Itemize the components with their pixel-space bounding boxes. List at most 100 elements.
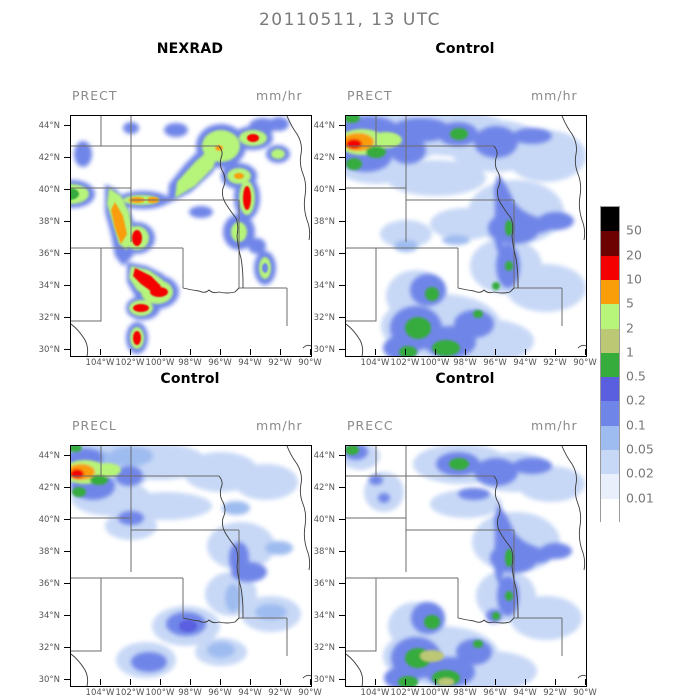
map-svg-bottom-right [346, 446, 586, 686]
state-boundaries [346, 446, 563, 656]
lat-tick-label: 30°N [313, 345, 335, 355]
colorbar[interactable] [600, 206, 620, 524]
lon-tick-label: 104°W [85, 358, 115, 368]
colorbar-band [601, 450, 619, 475]
coastline-rivers [346, 116, 586, 356]
panel-title-bottom-right: Control [435, 371, 495, 387]
lon-tick-label: 96°W [483, 358, 507, 368]
lon-tick-label: 102°W [390, 688, 420, 698]
lon-tick-label: 94°W [513, 358, 537, 368]
lat-tick-label: 44°N [313, 121, 335, 131]
colorbar-tick-label: 1 [626, 344, 634, 360]
lat-tick-label: 40°N [313, 515, 335, 525]
lat-tick-label: 42°N [38, 483, 60, 493]
colorbar-band [601, 231, 619, 257]
lon-tick-label: 100°W [420, 358, 450, 368]
lon-tick-label: 102°W [115, 688, 145, 698]
coastline-rivers [346, 446, 586, 686]
coastline-rivers [71, 116, 311, 356]
map-plot-bottom-right[interactable] [345, 445, 587, 687]
lat-tick-label: 38°N [313, 547, 335, 557]
colorbar-tick-label: 20 [626, 247, 642, 263]
colorbar-band [601, 207, 619, 232]
lon-tick-label: 92°W [543, 688, 567, 698]
lat-tick-label: 30°N [38, 345, 60, 355]
lat-tick-label: 36°N [38, 249, 60, 259]
lon-tick-label: 98°W [453, 358, 477, 368]
map-svg-bottom-left [71, 446, 311, 686]
colorbar-band [601, 304, 619, 330]
colorbar-tick-label: 0.1 [626, 417, 646, 433]
map-plot-top-left[interactable] [70, 115, 312, 357]
lat-tick-label: 32°N [313, 643, 335, 653]
lat-tick-label: 32°N [38, 313, 60, 323]
lat-tick-label: 30°N [313, 675, 335, 685]
colorbar-band [601, 255, 619, 281]
map-svg-top-right [346, 116, 586, 356]
precip-field-hot [346, 446, 513, 686]
lat-tick-label: 34°N [38, 611, 60, 621]
colorbar-band [601, 377, 619, 402]
colorbar-band [601, 425, 619, 451]
lon-tick-label: 90°W [573, 688, 597, 698]
colorbar-tick-label: 0.05 [626, 441, 654, 457]
lat-tick-label: 34°N [313, 611, 335, 621]
colorbar-band [601, 498, 619, 524]
lon-tick-label: 92°W [268, 358, 292, 368]
lon-tick-label: 92°W [268, 688, 292, 698]
panel-title-top-left: NEXRAD [156, 41, 224, 57]
lon-tick-label: 104°W [85, 688, 115, 698]
variable-label-top-right: PRECT [347, 88, 393, 103]
lon-tick-label: 94°W [513, 688, 537, 698]
variable-label-top-left: PRECT [72, 88, 118, 103]
lon-tick-label: 96°W [483, 688, 507, 698]
lon-tick-label: 96°W [208, 358, 232, 368]
lon-tick-label: 104°W [360, 688, 390, 698]
map-plot-bottom-left[interactable] [70, 445, 312, 687]
panel-title-top-right: Control [435, 41, 495, 57]
colorbar-band [601, 474, 619, 500]
colorbar-tick-label: 5 [626, 295, 634, 311]
lat-tick-label: 38°N [38, 547, 60, 557]
variable-label-bottom-left: PRECL [72, 418, 117, 433]
lat-tick-label: 32°N [38, 643, 60, 653]
colorbar-tick-label: 2 [626, 320, 634, 336]
colorbar-tick-label: 0.01 [626, 490, 654, 506]
lon-tick-label: 94°W [238, 358, 262, 368]
state-boundaries [71, 116, 288, 326]
colorbar-band [601, 401, 619, 427]
lat-tick-label: 34°N [313, 281, 335, 291]
figure-title: 20110511, 13 UTC [258, 10, 442, 30]
lon-tick-label: 90°W [298, 358, 322, 368]
coastline-rivers [71, 446, 311, 686]
lat-tick-label: 40°N [38, 185, 60, 195]
lon-tick-label: 98°W [178, 358, 202, 368]
lat-tick-label: 38°N [38, 217, 60, 227]
lat-tick-label: 38°N [313, 217, 335, 227]
panel-title-bottom-left: Control [160, 371, 220, 387]
lat-tick-label: 44°N [313, 451, 335, 461]
lon-tick-label: 90°W [298, 688, 322, 698]
lat-tick-label: 44°N [38, 451, 60, 461]
lon-tick-label: 100°W [420, 688, 450, 698]
variable-label-bottom-right: PRECC [347, 418, 394, 433]
lon-tick-label: 100°W [145, 688, 175, 698]
lon-tick-label: 98°W [453, 688, 477, 698]
lat-tick-label: 42°N [313, 153, 335, 163]
lon-tick-label: 90°W [573, 358, 597, 368]
colorbar-band [601, 328, 619, 354]
units-label-top-left: mm/hr [256, 88, 303, 103]
colorbar-tick-label: 10 [626, 271, 642, 287]
lat-tick-label: 40°N [38, 515, 60, 525]
lat-tick-label: 30°N [38, 675, 60, 685]
lon-tick-label: 92°W [543, 358, 567, 368]
state-boundaries [346, 116, 563, 326]
lat-tick-label: 36°N [38, 579, 60, 589]
map-plot-top-right[interactable] [345, 115, 587, 357]
state-boundaries [71, 446, 288, 656]
lon-tick-label: 100°W [145, 358, 175, 368]
colorbar-band [601, 279, 619, 305]
colorbar-tick-label: 0.5 [626, 368, 646, 384]
lon-tick-label: 102°W [390, 358, 420, 368]
colorbar-tick-label: 0.2 [626, 392, 646, 408]
